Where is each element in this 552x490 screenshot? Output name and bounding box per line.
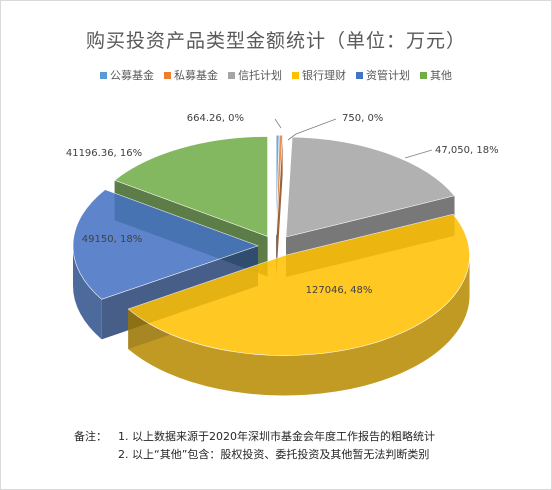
legend-swatch-private-fund (164, 71, 171, 79)
data-label-trust-plan: 47,050, 18% (435, 145, 499, 156)
legend-label-trust-plan: 信托计划 (238, 69, 282, 82)
pie-slice-private-fund (276, 134, 283, 276)
legend-item-private-fund: 私募基金 (164, 67, 218, 83)
legend-item-asset-mgmt: 资管计划 (356, 67, 410, 83)
note-line-1: 1. 以上数据来源于2020年深圳市基金会年度工作报告的粗略统计 (118, 430, 435, 443)
leader-line-private-fund (287, 118, 337, 141)
legend: 公募基金 私募基金 信托计划 银行理财 资管计划 其他 (0, 67, 552, 83)
legend-label-bank-wealth: 银行理财 (302, 69, 346, 82)
note-row-1: 备注： 1. 以上数据来源于2020年深圳市基金会年度工作报告的粗略统计 (74, 428, 435, 446)
data-label-public-fund: 664.26, 0% (187, 113, 244, 124)
note-prefix: 备注： (74, 430, 107, 443)
chart-title: 购买投资产品类型金额统计（单位：万元） (85, 30, 466, 52)
data-label-other: 41196.36, 16% (66, 148, 142, 159)
legend-item-other: 其他 (420, 67, 452, 83)
legend-item-bank-wealth: 银行理财 (292, 67, 346, 83)
legend-item-public-fund: 公募基金 (100, 67, 154, 83)
slice-side-wall (73, 245, 102, 340)
legend-swatch-other (420, 71, 427, 79)
slice-top-trust-plan (285, 136, 456, 238)
slice-top-private-fund (276, 134, 283, 236)
data-label-private-fund: 750, 0% (342, 113, 383, 124)
slice-side-wall (128, 255, 470, 396)
slice-top-public-fund (275, 134, 280, 236)
pie-slice-bank-wealth (127, 213, 470, 396)
data-label-asset-mgmt: 49150, 18% (82, 234, 142, 245)
legend-item-trust-plan: 信托计划 (228, 67, 282, 83)
slice-top-bank-wealth (127, 213, 470, 356)
legend-label-private-fund: 私募基金 (174, 69, 218, 82)
leader-line-public-fund (274, 118, 282, 129)
slice-top-other (113, 136, 268, 237)
legend-swatch-public-fund (100, 71, 107, 79)
legend-label-asset-mgmt: 资管计划 (366, 69, 410, 82)
slice-top-asset-mgmt (72, 189, 259, 300)
legend-swatch-asset-mgmt (356, 71, 363, 79)
legend-swatch-trust-plan (228, 71, 235, 79)
chart-notes: 备注： 1. 以上数据来源于2020年深圳市基金会年度工作报告的粗略统计 2. … (74, 428, 435, 464)
legend-swatch-bank-wealth (292, 71, 299, 79)
note-row-2: 2. 以上“其他”包含：股权投资、委托投资及其他暂无法判断类别 (74, 446, 435, 464)
leader-line-trust-plan (404, 149, 433, 159)
note-line-2: 2. 以上“其他”包含：股权投资、委托投资及其他暂无法判断类别 (118, 448, 430, 461)
data-label-bank-wealth: 127046, 48% (306, 285, 373, 296)
legend-label-other: 其他 (430, 69, 452, 82)
pie-slices (72, 134, 470, 396)
legend-label-public-fund: 公募基金 (110, 69, 154, 82)
slice-cut-wall (276, 135, 283, 276)
